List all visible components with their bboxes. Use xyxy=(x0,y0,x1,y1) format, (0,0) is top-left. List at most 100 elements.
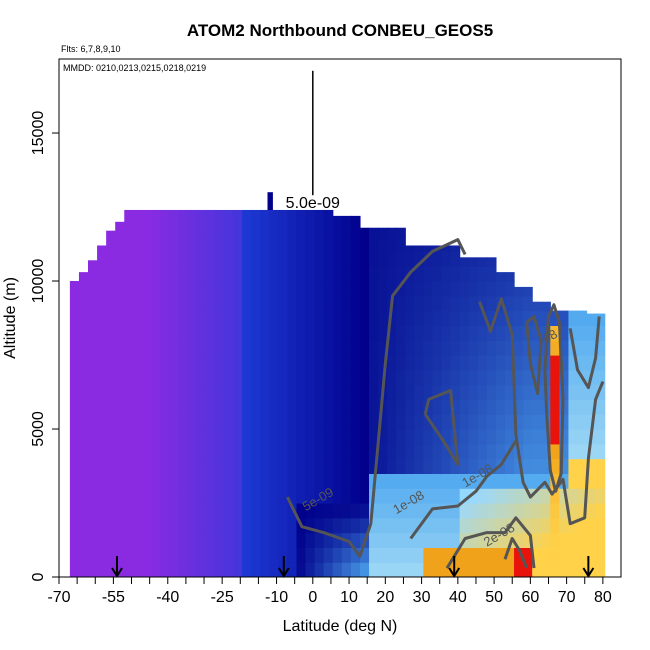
heat-cell xyxy=(69,414,80,430)
heat-cell xyxy=(69,325,80,341)
heat-cell xyxy=(169,443,180,460)
heat-cell xyxy=(341,414,352,430)
heat-cell xyxy=(78,517,89,534)
heat-cell xyxy=(341,340,352,356)
heat-cell xyxy=(595,517,606,534)
heat-cell xyxy=(296,310,307,326)
heat-cell xyxy=(441,340,452,356)
heat-cell xyxy=(296,355,307,371)
heat-cell xyxy=(523,369,533,386)
heat-cell xyxy=(278,503,289,519)
heat-cell xyxy=(341,488,352,504)
heat-cell xyxy=(178,473,189,489)
heat-cell xyxy=(432,266,443,282)
heat-cell xyxy=(196,295,207,312)
heat-cell xyxy=(133,325,143,341)
heat-cell xyxy=(378,429,388,445)
heat-cell xyxy=(477,369,488,386)
heat-cell xyxy=(595,488,606,504)
heat-cell xyxy=(459,325,470,341)
heat-cell xyxy=(387,473,397,489)
heat-cell xyxy=(332,414,343,430)
heat-cell xyxy=(124,236,134,252)
heat-cell xyxy=(251,503,261,519)
heat-cell xyxy=(369,266,379,282)
heat-cell xyxy=(432,458,443,474)
heat-cell xyxy=(251,562,261,577)
heat-cell xyxy=(450,355,461,371)
x-tick-label: -25 xyxy=(211,589,234,606)
heat-cell xyxy=(160,281,171,297)
heat-cell xyxy=(559,414,570,430)
heat-cell xyxy=(278,251,289,267)
heat-cell xyxy=(69,310,80,326)
heat-cell xyxy=(432,281,443,297)
heat-cell xyxy=(78,369,89,386)
heat-cell xyxy=(514,517,524,534)
heat-cell xyxy=(468,281,479,297)
flight-marker-head xyxy=(111,567,123,578)
contour-label: 08 xyxy=(540,326,560,346)
heat-cell xyxy=(514,295,524,312)
heat-cell xyxy=(350,215,361,223)
heat-cell xyxy=(160,562,171,577)
heat-cell xyxy=(523,295,533,312)
contour-line xyxy=(409,440,518,540)
heat-cell xyxy=(595,532,606,548)
flight-marker-head xyxy=(448,567,461,578)
heat-cell xyxy=(396,340,406,356)
heat-cell xyxy=(97,369,107,386)
heat-cell xyxy=(160,266,171,282)
heat-cell xyxy=(550,384,560,400)
heat-cell xyxy=(359,488,370,504)
heat-cell xyxy=(323,458,334,474)
heat-cell xyxy=(504,340,515,356)
heat-cell xyxy=(88,260,98,267)
heat-cell xyxy=(423,251,434,267)
heat-cell xyxy=(414,503,424,519)
heat-cell xyxy=(495,473,506,489)
heat-cell xyxy=(214,547,225,563)
heat-cell xyxy=(350,340,361,356)
heat-cell xyxy=(477,414,488,430)
heat-cell xyxy=(486,532,497,548)
heat-cell xyxy=(287,340,298,356)
heat-cell xyxy=(106,562,116,577)
heat-cell xyxy=(495,355,506,371)
heat-cell xyxy=(187,295,198,312)
heat-cell xyxy=(97,310,107,326)
heat-cell xyxy=(586,532,597,548)
heat-cell xyxy=(287,251,298,267)
heat-cell xyxy=(178,517,189,534)
heat-cell xyxy=(151,281,162,297)
heat-cell xyxy=(396,562,406,577)
heat-cell xyxy=(341,517,352,534)
heat-cell xyxy=(532,458,542,474)
heat-cell xyxy=(142,209,153,223)
heat-cell xyxy=(323,488,334,504)
heat-cell xyxy=(586,503,597,519)
heat-cell xyxy=(432,443,443,460)
heat-cell xyxy=(441,443,452,460)
heat-cell xyxy=(260,429,270,445)
heat-cell xyxy=(205,251,216,267)
heat-cell xyxy=(495,340,506,356)
heat-cell xyxy=(486,473,497,489)
heat-cell xyxy=(559,532,570,548)
heat-cell xyxy=(160,547,171,563)
x-tick-label: 60 xyxy=(521,589,539,606)
x-tick-label: 20 xyxy=(376,589,394,606)
heat-cell xyxy=(88,399,98,415)
heat-cell xyxy=(233,310,243,326)
heat-cell xyxy=(97,517,107,534)
heat-cell xyxy=(78,272,89,282)
heat-cell xyxy=(323,281,334,297)
heat-cell xyxy=(133,251,143,267)
heat-cell xyxy=(287,310,298,326)
heat-cell xyxy=(468,473,479,489)
heat-cell xyxy=(541,301,551,312)
heat-cell xyxy=(387,251,397,267)
heat-cell xyxy=(251,325,261,341)
heat-cell xyxy=(350,414,361,430)
